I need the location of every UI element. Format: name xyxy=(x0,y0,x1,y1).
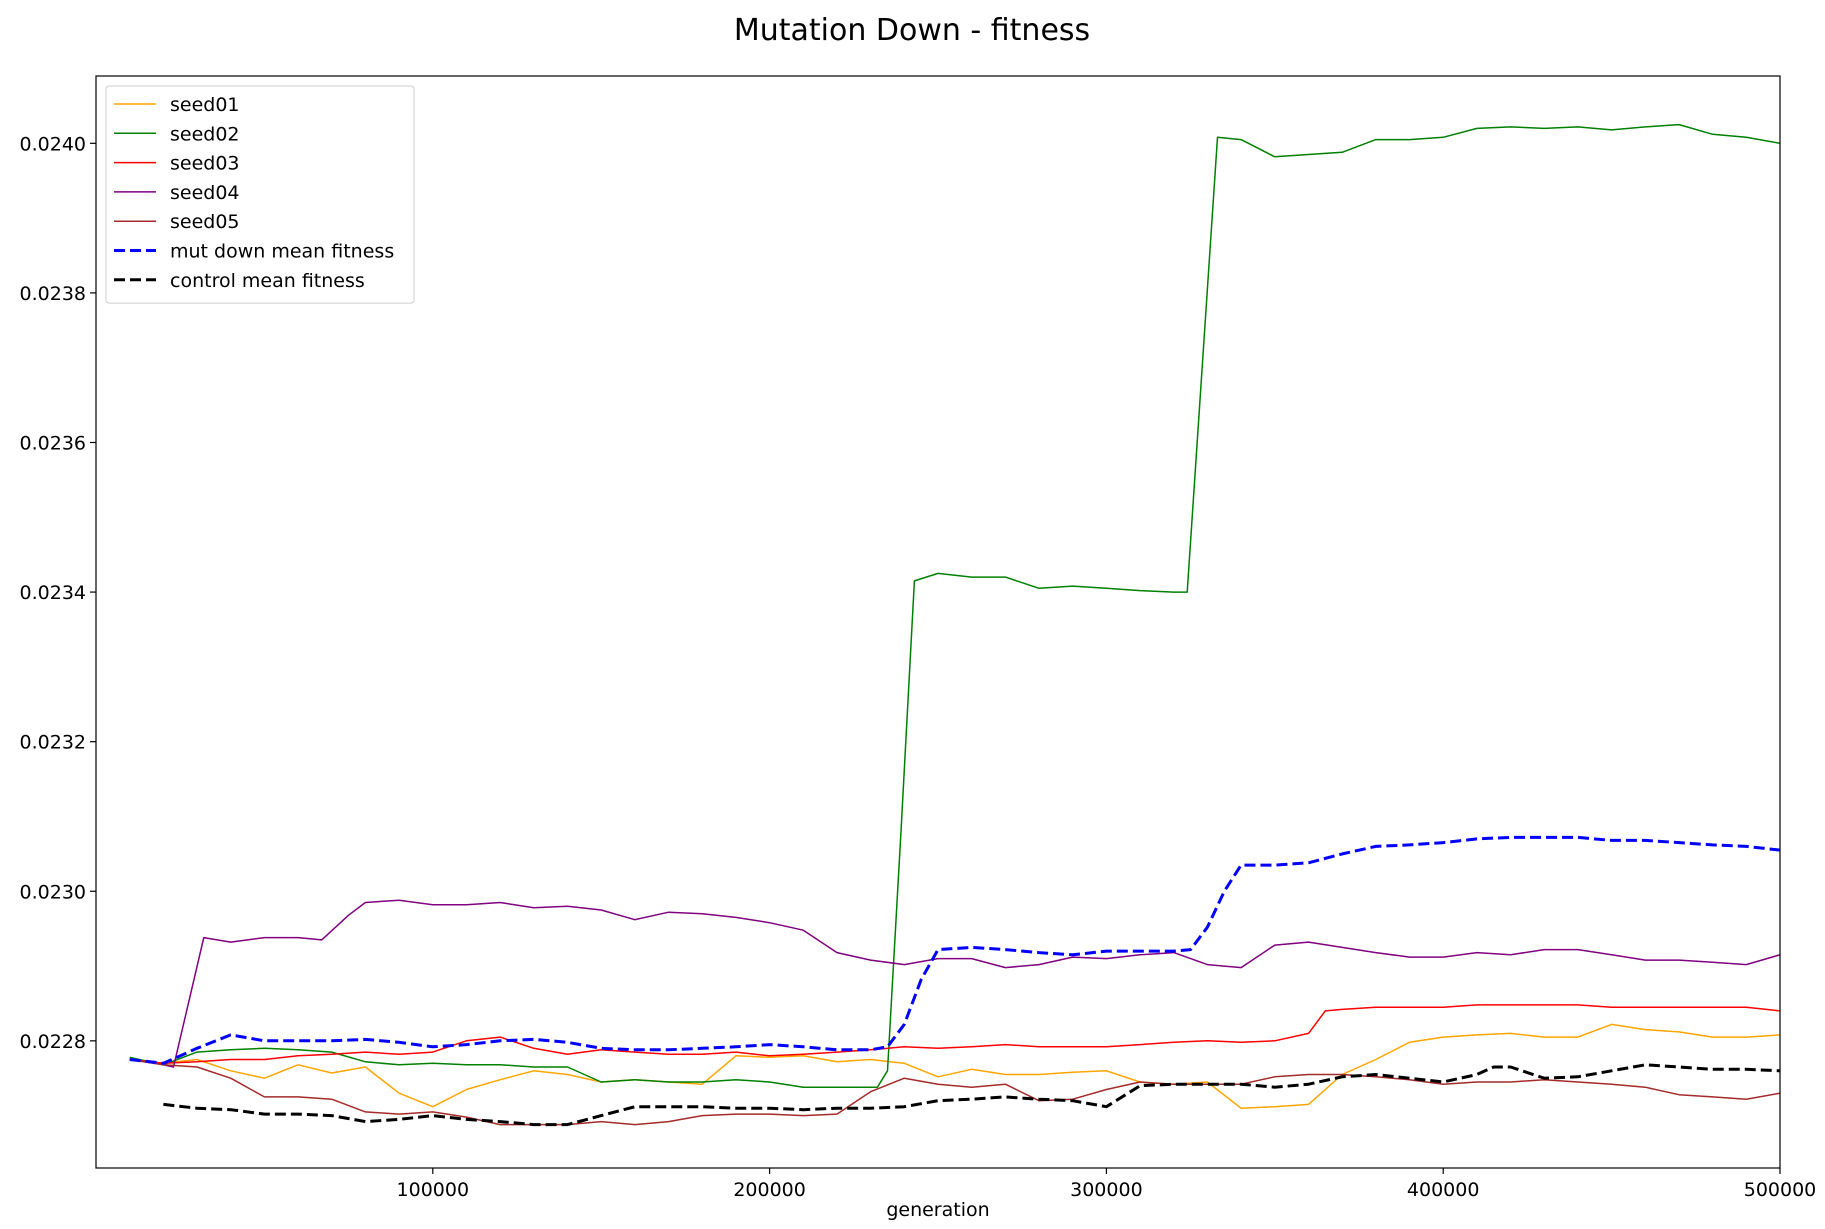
legend-label: control mean fitness xyxy=(170,270,365,292)
x-tick-label: 100000 xyxy=(397,1179,470,1201)
x-axis-ticks: 100000 200000 300000 400000 500000 xyxy=(397,1168,1817,1201)
x-axis-label: generation xyxy=(886,1199,989,1221)
legend-label: seed02 xyxy=(170,123,240,145)
series-line-mut-down-mean-fitness xyxy=(129,835,1780,1065)
series-line-seed02 xyxy=(129,123,1780,1088)
y-tick-label: 0.0234 xyxy=(20,582,86,604)
series-layer xyxy=(129,123,1780,1127)
series-line-seed01 xyxy=(129,1023,1780,1109)
x-tick-label: 500000 xyxy=(1744,1179,1817,1201)
y-tick-label: 0.0230 xyxy=(20,881,86,903)
legend-label: seed03 xyxy=(170,153,240,175)
series-line-seed03 xyxy=(129,1004,1780,1065)
legend-label: seed05 xyxy=(170,211,240,233)
y-tick-label: 0.0240 xyxy=(20,133,86,155)
x-tick-label: 200000 xyxy=(733,1179,806,1201)
y-tick-label: 0.0232 xyxy=(20,732,86,754)
y-tick-label: 0.0236 xyxy=(20,432,86,454)
y-tick-label: 0.0228 xyxy=(20,1031,86,1053)
series-line-seed04 xyxy=(129,899,1780,1068)
legend-box xyxy=(105,85,415,304)
y-axis-ticks: 0.0228 0.0230 0.0232 0.0234 0.0236 0.0238 0.02… xyxy=(20,133,96,1053)
series-line-seed05 xyxy=(129,1058,1780,1126)
chart-title: Mutation Down - fitness xyxy=(734,13,1090,48)
legend-label: seed01 xyxy=(170,94,240,116)
plot-area-frame xyxy=(95,75,1781,1169)
x-tick-label: 300000 xyxy=(1070,1179,1143,1201)
y-tick-label: 0.0238 xyxy=(20,283,86,305)
x-tick-label: 400000 xyxy=(1407,1179,1480,1201)
legend: seed01 seed02 seed03 seed04 seed05 mut down m… xyxy=(105,85,415,304)
series-line-control-mean-fitness xyxy=(163,1063,1780,1127)
legend-label: mut down mean fitness xyxy=(170,241,394,263)
legend-label: seed04 xyxy=(170,182,240,204)
